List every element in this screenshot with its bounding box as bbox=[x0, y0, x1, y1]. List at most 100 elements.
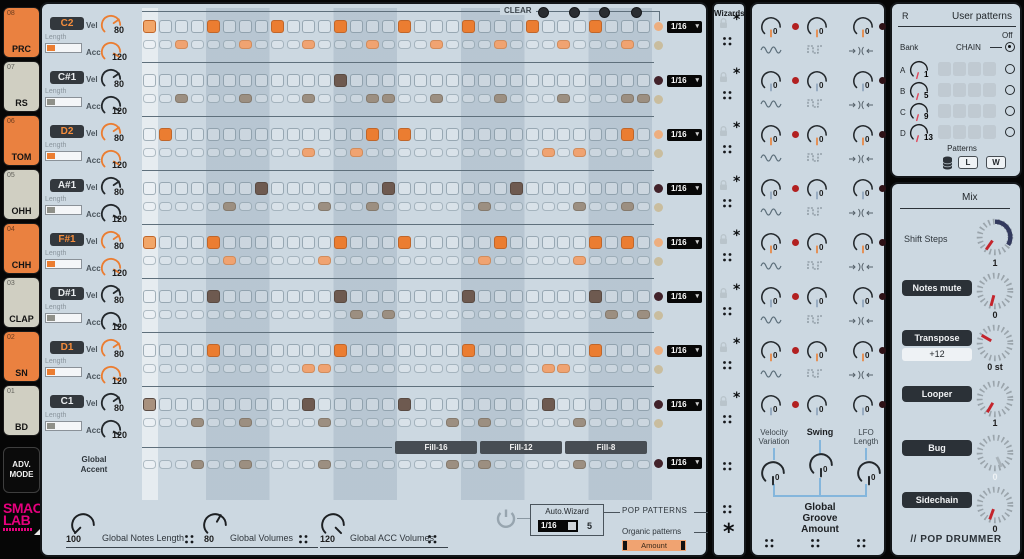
acc-step-31[interactable] bbox=[621, 364, 635, 373]
acc-step-5[interactable] bbox=[206, 202, 220, 211]
vel-step-17[interactable] bbox=[398, 398, 411, 411]
wizard-asterisk-icon[interactable]: * bbox=[733, 66, 741, 82]
vel-step-30[interactable] bbox=[605, 128, 619, 141]
vel-step-25[interactable] bbox=[525, 182, 539, 195]
vel-step-26[interactable] bbox=[541, 344, 555, 357]
vel-step-14[interactable] bbox=[350, 20, 364, 33]
pattern-slot[interactable] bbox=[968, 62, 981, 76]
note-label[interactable]: D#1 bbox=[50, 287, 84, 300]
acc-step-4[interactable] bbox=[190, 94, 204, 103]
vel-step-22[interactable] bbox=[477, 74, 491, 87]
lock-icon[interactable] bbox=[719, 286, 728, 304]
acc-step-31[interactable] bbox=[621, 256, 635, 265]
global-accent-step-18[interactable] bbox=[414, 460, 427, 469]
vel-step-2[interactable] bbox=[158, 128, 172, 141]
acc-step-4[interactable] bbox=[190, 364, 204, 373]
acc-step-27[interactable] bbox=[557, 364, 571, 373]
vel-step-7[interactable] bbox=[238, 398, 252, 411]
acc-step-3[interactable] bbox=[174, 364, 188, 373]
vel-step-6[interactable] bbox=[222, 236, 236, 249]
groove-knob-3[interactable] bbox=[852, 70, 874, 97]
vel-step-6[interactable] bbox=[222, 290, 236, 303]
vel-step-21[interactable] bbox=[461, 344, 475, 357]
vel-step-13[interactable] bbox=[334, 74, 348, 87]
acc-step-21[interactable] bbox=[461, 418, 475, 427]
acc-step-12[interactable] bbox=[318, 256, 332, 265]
acc-step-20[interactable] bbox=[445, 310, 459, 319]
vel-step-29[interactable] bbox=[589, 398, 603, 411]
acc-step-15[interactable] bbox=[366, 418, 380, 427]
acc-step-26[interactable] bbox=[541, 148, 555, 157]
vel-step-23[interactable] bbox=[493, 290, 507, 303]
vel-step-1[interactable] bbox=[143, 236, 156, 249]
vel-step-19[interactable] bbox=[429, 344, 443, 357]
acc-step-7[interactable] bbox=[238, 40, 252, 49]
drag-dots-icon[interactable] bbox=[722, 459, 733, 477]
acc-step-1[interactable] bbox=[143, 418, 156, 427]
acc-step-27[interactable] bbox=[557, 418, 571, 427]
acc-step-11[interactable] bbox=[302, 40, 316, 49]
vel-step-28[interactable] bbox=[573, 128, 587, 141]
vel-step-24[interactable] bbox=[509, 290, 523, 303]
pattern-slot[interactable] bbox=[953, 104, 966, 118]
vel-step-23[interactable] bbox=[493, 398, 507, 411]
groove-knob-2[interactable] bbox=[806, 70, 828, 97]
lock-icon[interactable] bbox=[719, 394, 728, 412]
length-slider[interactable] bbox=[45, 43, 82, 53]
acc-step-5[interactable] bbox=[206, 148, 220, 157]
track-button-clap[interactable]: 03 CLAP bbox=[3, 277, 40, 328]
vel-step-19[interactable] bbox=[429, 290, 443, 303]
acc-step-15[interactable] bbox=[366, 202, 380, 211]
wizard-asterisk-icon[interactable]: * bbox=[733, 12, 741, 28]
drag-dots-icon[interactable] bbox=[722, 196, 733, 214]
acc-step-11[interactable] bbox=[302, 202, 316, 211]
acc-step-12[interactable] bbox=[318, 94, 332, 103]
vel-step-26[interactable] bbox=[541, 128, 555, 141]
acc-step-6[interactable] bbox=[222, 94, 236, 103]
vel-step-2[interactable] bbox=[158, 290, 172, 303]
vel-step-8[interactable] bbox=[254, 344, 268, 357]
write-button[interactable]: W bbox=[986, 156, 1006, 169]
track-button-bd[interactable]: 01 BD bbox=[3, 385, 40, 436]
acc-step-20[interactable] bbox=[445, 94, 459, 103]
vel-step-3[interactable] bbox=[174, 74, 188, 87]
global-accent-step-12[interactable] bbox=[318, 460, 332, 469]
vel-knob[interactable] bbox=[100, 338, 122, 365]
acc-step-11[interactable] bbox=[302, 94, 316, 103]
vel-step-29[interactable] bbox=[589, 182, 603, 195]
acc-step-13[interactable] bbox=[334, 364, 348, 373]
acc-step-12[interactable] bbox=[318, 40, 332, 49]
vel-step-5[interactable] bbox=[206, 20, 220, 33]
acc-step-22[interactable] bbox=[477, 40, 491, 49]
vel-step-27[interactable] bbox=[557, 74, 571, 87]
vel-step-27[interactable] bbox=[557, 290, 571, 303]
vel-step-19[interactable] bbox=[429, 236, 443, 249]
acc-step-31[interactable] bbox=[621, 148, 635, 157]
vel-step-16[interactable] bbox=[382, 398, 396, 411]
acc-step-29[interactable] bbox=[589, 40, 603, 49]
acc-step-31[interactable] bbox=[621, 310, 635, 319]
bank-radio[interactable] bbox=[1005, 127, 1015, 137]
global-accent-step-14[interactable] bbox=[350, 460, 364, 469]
acc-knob[interactable] bbox=[100, 203, 122, 230]
mix-knob[interactable] bbox=[976, 324, 1014, 367]
groove-knob-1[interactable] bbox=[760, 178, 782, 205]
vel-step-22[interactable] bbox=[477, 236, 491, 249]
rate-select[interactable]: 1/16 ▾ bbox=[667, 237, 702, 249]
vel-step-3[interactable] bbox=[174, 236, 188, 249]
note-label[interactable]: D1 bbox=[50, 341, 84, 354]
wizard-asterisk-icon[interactable]: * bbox=[733, 174, 741, 190]
vel-step-23[interactable] bbox=[493, 128, 507, 141]
drag-dots-icon[interactable] bbox=[764, 536, 775, 554]
vel-step-15[interactable] bbox=[366, 344, 380, 357]
acc-step-4[interactable] bbox=[190, 418, 204, 427]
acc-step-24[interactable] bbox=[509, 94, 523, 103]
vel-step-12[interactable] bbox=[318, 236, 332, 249]
acc-step-17[interactable] bbox=[398, 310, 411, 319]
acc-step-20[interactable] bbox=[445, 256, 459, 265]
vel-step-28[interactable] bbox=[573, 182, 587, 195]
vel-step-20[interactable] bbox=[445, 74, 459, 87]
acc-step-19[interactable] bbox=[429, 94, 443, 103]
acc-step-12[interactable] bbox=[318, 148, 332, 157]
acc-step-11[interactable] bbox=[302, 148, 316, 157]
